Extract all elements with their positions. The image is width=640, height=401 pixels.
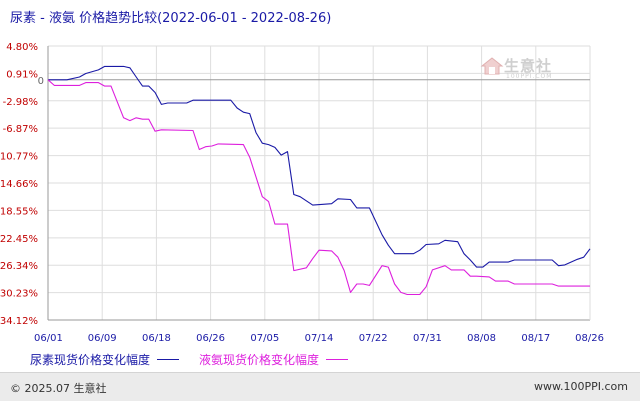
y-tick-label: -14.66% [0,179,38,190]
y-tick-label: -2.98% [3,97,38,108]
x-tick-label: 06/18 [142,333,171,344]
x-tick-label: 08/08 [467,333,496,344]
series-line-2 [47,79,590,296]
x-tick-label: 07/05 [250,333,279,344]
legend-label: 液氨现货价格变化幅度 [199,353,320,367]
watermark-logo: 生意社 100PPI.COM [480,55,553,80]
legend-swatch [326,359,349,360]
watermark-text: 生意社 [504,57,553,75]
zero-label: 0 [38,76,44,87]
y-tick-label: -22.45% [0,234,38,245]
y-tick-label: -34.12% [0,316,38,327]
y-tick-label: 4.80% [6,42,38,53]
legend-item-series2: 液氨现货价格变化幅度 [199,351,349,368]
legend-label: 尿素现货价格变化幅度 [30,353,151,367]
tick-labels: 4.80% 0.91% -2.98% -6.87% -10.77% -14.66% -18.… [0,42,604,344]
x-tick-label: 08/26 [575,333,604,344]
grid-lines [47,45,591,321]
footer-copyright: © 2025.07 生意社 [10,382,107,395]
x-tick-label: 07/31 [413,333,442,344]
y-tick-label: 0.91% [6,69,38,80]
y-tick-label: -30.23% [0,289,38,300]
footer-site-link[interactable]: www.100PPI.com [534,380,628,393]
y-tick-label: -6.87% [3,124,38,135]
house-icon [480,56,504,74]
series-lines [47,65,591,296]
line-chart: 4.80% 0.91% -2.98% -6.87% -10.77% -14.66% -18.… [0,42,604,344]
x-tick-label: 06/26 [196,333,225,344]
x-tick-label: 07/22 [359,333,388,344]
x-tick-label: 08/17 [521,333,550,344]
series-line-1 [48,65,591,268]
chart-title: 尿素 - 液氨 价格趋势比较(2022-06-01 - 2022-08-26) [10,11,332,26]
watermark-subtext: 100PPI.COM [506,73,553,80]
x-tick-label: 06/01 [34,333,63,344]
legend-swatch [157,359,180,360]
y-tick-label: -26.34% [0,261,38,272]
y-tick-label: -10.77% [0,152,38,163]
x-tick-label: 07/14 [305,333,334,344]
footer-bar: © 2025.07 生意社 www.100PPI.com [0,372,640,401]
legend-item-series1: 尿素现货价格变化幅度 [30,351,180,368]
x-tick-label: 06/09 [88,333,117,344]
y-tick-label: -18.55% [0,206,38,217]
